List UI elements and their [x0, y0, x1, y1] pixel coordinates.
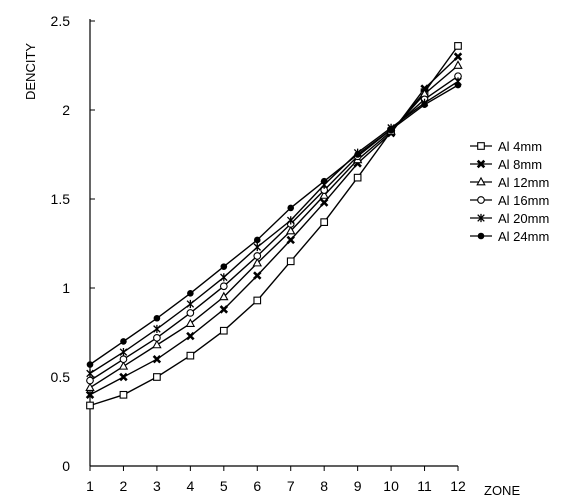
x-tick-label: 10	[383, 478, 399, 494]
data-point	[153, 324, 161, 334]
legend-marker	[476, 176, 486, 186]
data-point	[253, 236, 261, 244]
legend-marker	[477, 142, 485, 150]
data-point	[119, 390, 128, 399]
data-point	[219, 305, 229, 314]
y-tick-label: 1.5	[51, 191, 71, 207]
y-tick-label: 0.5	[51, 369, 71, 385]
data-point	[186, 351, 195, 360]
data-point	[387, 126, 395, 133]
data-point	[119, 372, 128, 382]
series-line-3	[89, 64, 459, 389]
y-axis-label: DENCITY	[23, 43, 38, 100]
data-point	[286, 235, 295, 245]
legend-marker	[476, 159, 486, 169]
y-tick-label: 2.5	[51, 13, 71, 29]
x-tick-label: 12	[450, 478, 466, 494]
data-point	[119, 347, 128, 357]
data-point	[286, 257, 295, 266]
data-point	[120, 338, 127, 345]
y-tick-label: 0	[62, 458, 70, 474]
x-axis-label: ZONE	[484, 483, 520, 498]
data-point	[152, 354, 162, 364]
data-point	[319, 198, 329, 207]
data-point	[453, 60, 463, 69]
x-tick-label: 11	[417, 478, 432, 494]
data-point	[319, 190, 329, 199]
x-tick-label: 8	[320, 478, 328, 494]
data-point	[220, 273, 228, 282]
data-point	[186, 331, 195, 341]
data-point	[186, 299, 195, 309]
data-point	[421, 101, 428, 108]
data-point	[119, 355, 128, 364]
data-point	[153, 333, 161, 342]
legend-label: Al 12mm	[498, 175, 549, 190]
data-point	[187, 290, 194, 297]
data-point	[354, 151, 361, 158]
data-point	[253, 271, 262, 280]
x-tick-label: 3	[153, 478, 161, 494]
x-tick-label: 7	[287, 478, 295, 494]
legend-label: Al 24mm	[498, 229, 549, 244]
data-point	[219, 282, 228, 291]
data-point	[420, 84, 429, 93]
legend-marker	[477, 232, 485, 240]
legend: Al 4mm Al 8mm Al 12mm Al 16mm Al 20mm Al 24mm	[470, 139, 549, 244]
data-point	[153, 314, 161, 322]
data-point	[219, 326, 228, 335]
data-point	[118, 361, 129, 370]
series-line-5	[89, 80, 459, 374]
legend-marker	[477, 213, 485, 223]
series-line-6	[89, 84, 459, 366]
data-point	[86, 376, 94, 385]
data-point	[320, 218, 329, 226]
data-point	[320, 177, 328, 185]
series-lines	[89, 45, 459, 407]
data-point	[353, 173, 362, 182]
data-point	[86, 369, 94, 378]
data-point	[152, 339, 162, 349]
y-tick-label: 1	[62, 280, 70, 296]
data-point	[86, 401, 94, 410]
data-point	[186, 309, 195, 317]
legend-marker	[477, 196, 485, 204]
legend-label: Al 8mm	[498, 157, 542, 172]
data-point	[253, 242, 262, 252]
data-point	[185, 318, 196, 327]
data-point	[86, 361, 94, 368]
series-line-4	[89, 75, 459, 382]
x-tick-label: 1	[86, 478, 94, 494]
data-point	[285, 225, 296, 235]
data-point	[453, 52, 463, 61]
series-line-2	[89, 56, 459, 396]
data-point	[85, 382, 95, 392]
data-point	[85, 390, 95, 400]
x-tick-label: 6	[253, 478, 261, 494]
data-point	[253, 252, 262, 260]
legend-label: Al 16mm	[498, 193, 549, 208]
data-point	[286, 216, 295, 225]
data-point	[220, 263, 228, 270]
x-tick-label: 2	[120, 478, 128, 494]
y-tick-label: 2	[62, 102, 70, 118]
x-tick-label: 4	[186, 478, 194, 494]
series-line-1	[89, 45, 459, 407]
data-point	[454, 81, 462, 89]
legend-label: Al 20mm	[498, 211, 549, 226]
data-point	[153, 373, 161, 381]
data-point	[219, 291, 229, 301]
legend-label: Al 4mm	[498, 139, 542, 154]
data-point	[252, 257, 263, 267]
data-point	[454, 42, 462, 50]
x-tick-label: 9	[354, 478, 362, 494]
axes: 00.511.522.51 2 3 4 5 6 7 8 9 10 11 12	[51, 13, 466, 494]
data-point	[287, 204, 295, 212]
data-point	[253, 296, 262, 305]
x-tick-label: 5	[220, 478, 228, 494]
series-markers	[85, 42, 463, 410]
